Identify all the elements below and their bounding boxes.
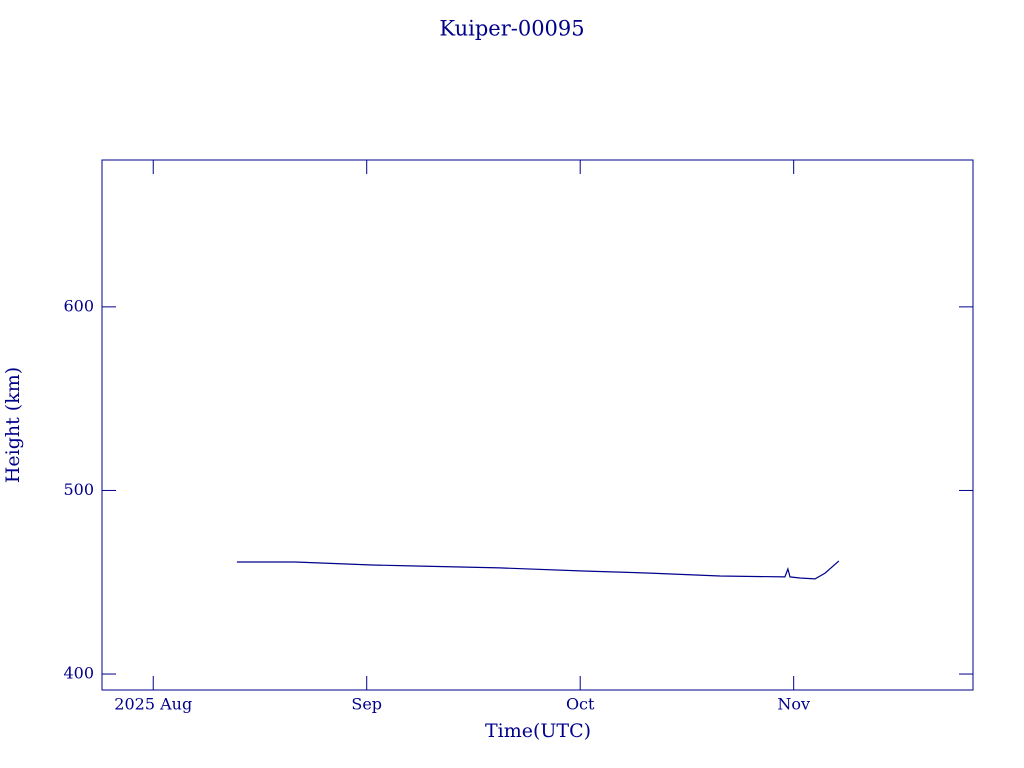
x-axis-label: Time(UTC)	[485, 720, 591, 742]
y-tick-label: 500	[63, 480, 94, 499]
x-tick-label: Sep	[351, 695, 382, 714]
plot-frame	[101, 159, 974, 691]
data-line	[236, 560, 840, 580]
chart-title: Kuiper-00095	[439, 17, 584, 41]
x-tick-label: Oct	[566, 695, 595, 714]
y-axis-label: Height (km)	[2, 367, 24, 483]
y-tick-label: 400	[63, 664, 94, 683]
y-tick-label: 600	[63, 296, 94, 315]
x-tick-label: Nov	[777, 695, 810, 714]
x-tick-label: 2025 Aug	[114, 695, 192, 714]
